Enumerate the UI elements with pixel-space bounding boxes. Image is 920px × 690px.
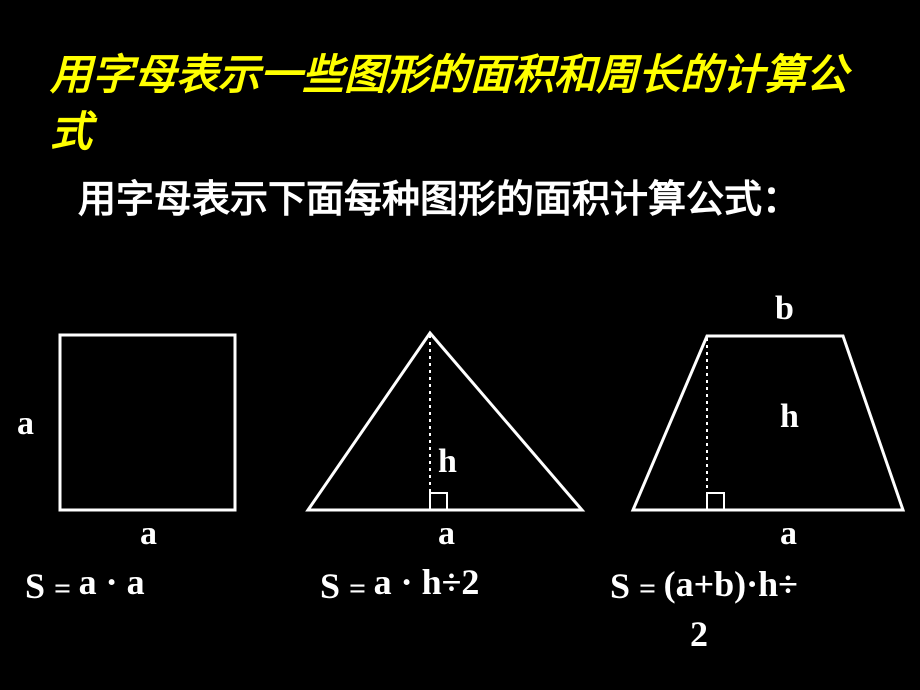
- trapezoid-formula-rhs: (a+b)·h÷: [664, 564, 798, 604]
- triangle-shape: [300, 325, 590, 525]
- trapezoid-bottom-label: a: [780, 515, 797, 553]
- triangle-base-label: a: [438, 515, 455, 553]
- square-side-label-bottom: a: [140, 515, 157, 553]
- shapes-row: a a h a b h a: [0, 300, 920, 550]
- triangle-formula-lhs: S: [320, 566, 340, 606]
- trapezoid-formula-cont: 2: [690, 613, 708, 655]
- square-formula-lhs: S: [25, 566, 45, 606]
- square-shape: [55, 330, 255, 530]
- trapezoid-top-label: b: [775, 290, 794, 328]
- equals-icon: =: [639, 572, 664, 605]
- triangle-formula-rhs: a · h÷2: [374, 562, 480, 602]
- main-title: 用字母表示一些图形的面积和周长的计算公式: [50, 48, 870, 161]
- equals-icon: =: [349, 572, 374, 605]
- square-formula: S = a · a: [25, 565, 145, 607]
- trapezoid-formula: S = (a+b)·h÷: [610, 565, 798, 607]
- equals-icon: =: [54, 572, 79, 605]
- triangle-height-label: h: [438, 443, 457, 481]
- subtitle: 用字母表示下面每种图形的面积计算公式：: [78, 175, 858, 226]
- trapezoid-shape: [625, 328, 915, 528]
- square-side-label-left: a: [17, 405, 34, 443]
- trapezoid-height-label: h: [780, 398, 799, 436]
- triangle-formula: S = a · h÷2: [320, 565, 479, 607]
- trapezoid-formula-lhs: S: [610, 566, 630, 606]
- square-formula-rhs: a · a: [79, 562, 145, 602]
